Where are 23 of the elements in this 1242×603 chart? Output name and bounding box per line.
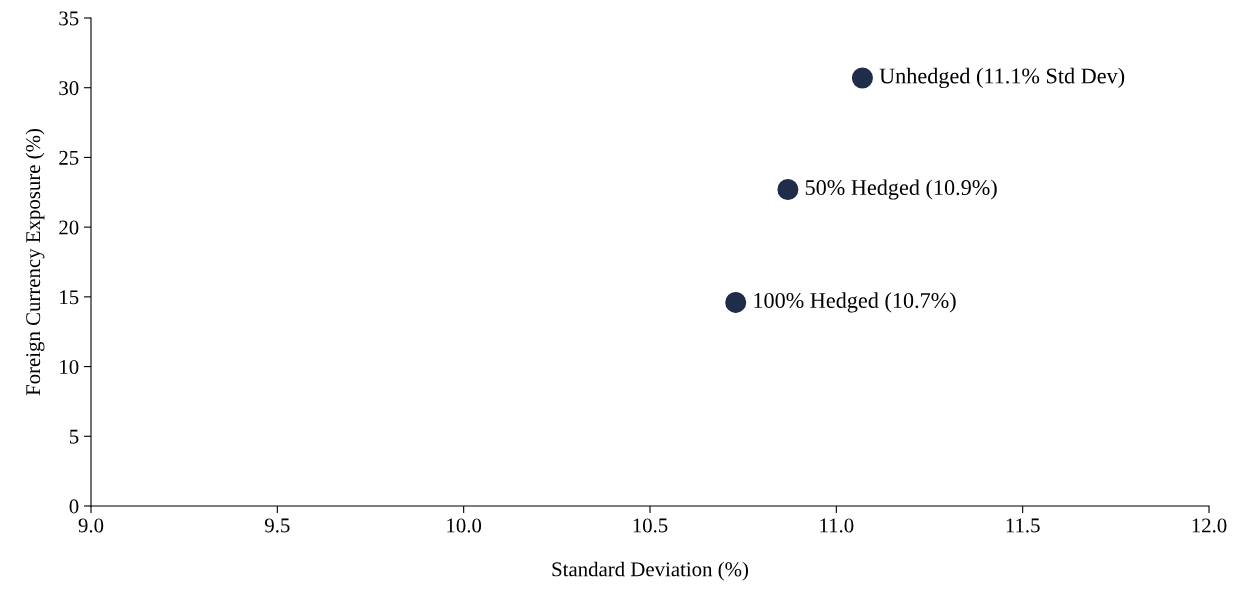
y-tick-label: 35	[59, 11, 79, 26]
y-axis-title: Foreign Currency Exposure (%)	[25, 128, 45, 396]
x-tick-label: 11.5	[1006, 518, 1040, 533]
y-tick-label: 20	[59, 220, 79, 235]
point	[725, 291, 747, 313]
y-tick-label: 5	[69, 429, 79, 444]
x-axis-title: Standard Deviation (%)	[552, 561, 749, 581]
x-tick-label: 9.5	[264, 518, 290, 533]
annotation: Unhedged (11.1% Std Dev)	[879, 67, 1125, 89]
annotation: 100% Hedged (10.7%)	[754, 292, 956, 313]
x-tick-label: 11.0	[820, 518, 854, 533]
x-tick-label: 9.0	[78, 518, 104, 533]
y-tick-label: 0	[69, 499, 79, 514]
y-tick-label: 10	[60, 359, 79, 374]
y-tick-label: 15	[60, 290, 79, 305]
point	[777, 178, 799, 201]
point	[851, 67, 873, 89]
x-tick-label: 12.0	[1192, 518, 1227, 533]
x-tick-label: 10.5	[633, 518, 668, 533]
x-tick-label: 10.0	[447, 518, 482, 533]
y-tick-label: 30	[59, 81, 79, 96]
y-tick-label: 25	[59, 150, 79, 165]
annotation: 50% Hedged (10.9%)	[805, 179, 997, 200]
